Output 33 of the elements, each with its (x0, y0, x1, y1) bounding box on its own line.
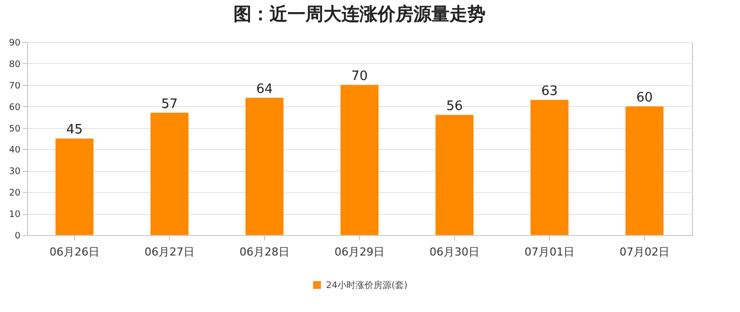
data-label: 70 (351, 68, 368, 84)
data-label: 56 (446, 98, 463, 114)
x-tick-label: 06月28日 (240, 246, 290, 258)
data-label: 45 (66, 122, 83, 138)
chart-title: 图：近一周大连涨价房源量走势 (234, 4, 486, 25)
bar (530, 100, 568, 235)
bar (340, 84, 378, 235)
y-tick-label: 80 (9, 60, 21, 70)
data-label: 60 (636, 90, 653, 106)
bar (626, 106, 664, 235)
bar (436, 114, 474, 235)
y-tick-label: 40 (9, 146, 21, 156)
legend-label: 24小时涨价房源(套) (326, 280, 408, 291)
data-label: 63 (541, 84, 558, 99)
y-tick-label: 70 (9, 81, 21, 92)
x-tick-label: 07月01日 (524, 246, 574, 258)
y-tick-label: 90 (9, 38, 21, 48)
x-tick-label: 06月26日 (50, 246, 100, 258)
bar (56, 138, 94, 235)
data-label: 57 (161, 96, 178, 112)
data-label: 64 (256, 82, 273, 97)
x-tick-label: 06月29日 (334, 246, 384, 258)
y-tick-label: 30 (9, 167, 21, 178)
y-tick-label: 10 (9, 210, 21, 220)
bar (246, 98, 284, 235)
bar (150, 112, 188, 235)
x-tick-label: 06月27日 (144, 246, 194, 258)
y-tick-label: 20 (9, 188, 21, 199)
y-tick-label: 0 (14, 232, 21, 242)
y-tick-label: 60 (9, 102, 21, 113)
x-tick-label: 06月30日 (430, 246, 480, 258)
x-tick-label: 07月02日 (620, 246, 670, 258)
y-tick-label: 50 (9, 124, 21, 134)
